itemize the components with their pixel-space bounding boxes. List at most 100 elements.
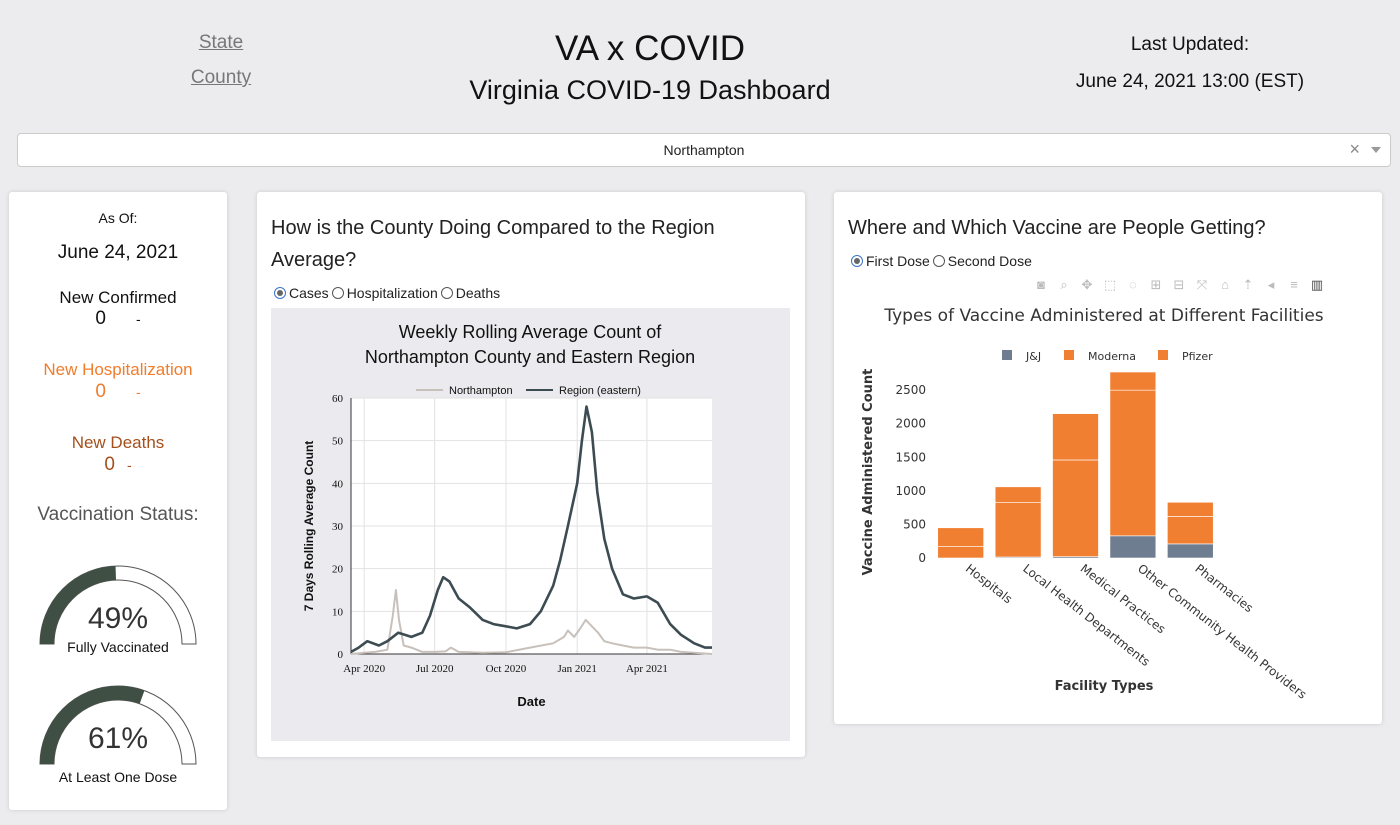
new-confirmed-values: 0- bbox=[9, 308, 227, 330]
y-tick-label: 1000 bbox=[895, 484, 926, 498]
vaccine-title: Where and Which Vaccine are People Getti… bbox=[848, 217, 1266, 239]
gauge-fill bbox=[40, 686, 145, 764]
trend-chart-area: Weekly Rolling Average Count of Northampt… bbox=[271, 308, 790, 741]
page-subtitle: Virginia COVID-19 Dashboard bbox=[469, 75, 831, 105]
autoscale-icon[interactable]: ⤧ bbox=[1196, 277, 1208, 292]
radio-cases[interactable]: Cases bbox=[274, 285, 329, 301]
hover-closest-icon[interactable]: ◂ bbox=[1267, 277, 1275, 292]
zoom-out-icon[interactable]: ⊟ bbox=[1173, 277, 1185, 292]
as-of-label: As Of: bbox=[98, 210, 138, 226]
x-tick-label: Jan 2021 bbox=[557, 663, 596, 675]
x-tick-label: Apr 2021 bbox=[626, 663, 668, 675]
pan-icon[interactable]: ✥ bbox=[1081, 277, 1093, 292]
radio-second-dose[interactable]: Second Dose bbox=[932, 253, 1032, 269]
bar-segment-pfizer bbox=[994, 486, 1042, 503]
series-line-region bbox=[350, 405, 712, 654]
x-tick-label: Apr 2020 bbox=[343, 663, 385, 675]
radio-second-dose-button[interactable] bbox=[932, 255, 945, 267]
county-link[interactable]: County bbox=[190, 67, 252, 88]
legend-label: Region (eastern) bbox=[559, 385, 641, 397]
new-deaths-values: 0- bbox=[9, 454, 227, 476]
bar-segment-moderna bbox=[1109, 389, 1157, 537]
y-tick-label: 60 bbox=[332, 393, 344, 405]
bar-segment-moderna bbox=[994, 502, 1042, 558]
county-dropdown[interactable]: Northampton × bbox=[17, 133, 1391, 167]
radio-second-dose-label: Second Dose bbox=[947, 253, 1032, 269]
one-dose-gauge: 61% bbox=[37, 684, 199, 765]
new-hospitalization-value: 0 bbox=[95, 381, 106, 402]
spike-icon[interactable]: ⇡ bbox=[1242, 277, 1254, 292]
lasso-icon[interactable]: ◌ bbox=[1129, 277, 1137, 292]
legend-swatch bbox=[1002, 350, 1012, 360]
home-icon[interactable]: ⌂ bbox=[1221, 277, 1229, 292]
plotly-logo-icon[interactable]: ▥ bbox=[1310, 277, 1324, 292]
gauge-arc-fully bbox=[39, 565, 197, 645]
new-confirmed-value: 0 bbox=[95, 308, 106, 329]
x-tick-label: Jul 2020 bbox=[416, 663, 454, 675]
gauge-arc-one-dose bbox=[39, 685, 197, 765]
new-confirmed-label: New Confirmed bbox=[59, 288, 177, 307]
page-title: VA x COVID bbox=[555, 29, 745, 68]
one-dose-caption: At Least One Dose bbox=[58, 769, 178, 785]
chart-title-line: Weekly Rolling Average Count of bbox=[399, 322, 662, 342]
stats-card: As Of: June 24, 2021 New Confirmed 0- Ne… bbox=[9, 192, 227, 810]
radio-deaths-button[interactable] bbox=[440, 287, 453, 299]
radio-first-dose-button[interactable] bbox=[851, 255, 863, 267]
legend-swatch bbox=[1158, 350, 1168, 360]
y-tick-label: 2000 bbox=[895, 417, 926, 431]
chart-modebar: ◙ ⌕ ✥ ⬚ ◌ ⊞ ⊟ ⤧ ⌂ ⇡ ◂ ≡ ▥ bbox=[1034, 278, 1333, 292]
new-deaths-change: - bbox=[126, 457, 132, 473]
y-tick-label: 500 bbox=[903, 517, 926, 531]
last-updated-label: Last Updated: bbox=[1130, 34, 1250, 55]
dose-radios: First Dose Second Dose bbox=[851, 253, 1035, 269]
vaccine-bar-chart[interactable]: Types of Vaccine Administered at Differe… bbox=[834, 300, 1382, 720]
y-tick-label: 20 bbox=[332, 564, 344, 576]
chart-title: Types of Vaccine Administered at Differe… bbox=[883, 306, 1323, 326]
bar-segment-pfizer bbox=[1052, 413, 1099, 461]
box-select-icon[interactable]: ⬚ bbox=[1103, 277, 1117, 292]
bar-segment-jj bbox=[1109, 535, 1157, 559]
as-of-date: June 24, 2021 bbox=[57, 242, 179, 263]
bar-segment-pfizer bbox=[1109, 371, 1157, 391]
bar-segment-moderna bbox=[1167, 516, 1214, 545]
vaccination-status-title: Vaccination Status: bbox=[37, 504, 199, 525]
bar-segment-pfizer bbox=[1167, 501, 1214, 517]
camera-icon[interactable]: ◙ bbox=[1037, 277, 1045, 292]
radio-cases-button[interactable] bbox=[274, 287, 286, 299]
series-line-northampton bbox=[350, 589, 713, 655]
radio-first-dose[interactable]: First Dose bbox=[851, 253, 930, 269]
legend-label: Northampton bbox=[449, 385, 513, 397]
nav-links: State County bbox=[185, 32, 257, 102]
new-deaths-value: 0 bbox=[104, 454, 115, 475]
title-block: VA x COVID Virginia COVID-19 Dashboard bbox=[450, 28, 850, 108]
radio-first-dose-label: First Dose bbox=[866, 253, 930, 269]
bar-segment-moderna bbox=[1052, 459, 1099, 557]
new-hospitalization-values: 0- bbox=[9, 381, 227, 403]
new-confirmed-change: - bbox=[135, 311, 141, 327]
radio-hospitalization[interactable]: Hospitalization bbox=[331, 285, 438, 301]
y-axis-title: Vaccine Administered Count bbox=[861, 369, 876, 576]
y-tick-label: 40 bbox=[332, 478, 344, 490]
zoom-in-icon[interactable]: ⊞ bbox=[1150, 277, 1162, 292]
radio-cases-label: Cases bbox=[289, 285, 329, 301]
radio-hospitalization-button[interactable] bbox=[331, 287, 344, 299]
county-dropdown-value: Northampton bbox=[663, 142, 745, 158]
state-link[interactable]: State bbox=[198, 32, 244, 53]
zoom-icon[interactable]: ⌕ bbox=[1060, 277, 1068, 292]
vaccine-card: Where and Which Vaccine are People Getti… bbox=[834, 192, 1382, 724]
trend-title-line1: How is the County Doing Compared to the … bbox=[271, 217, 715, 239]
last-updated-value: June 24, 2021 13:00 (EST) bbox=[1075, 71, 1305, 92]
legend-label: Pfizer bbox=[1182, 350, 1213, 363]
trend-title-line2: Average? bbox=[271, 249, 357, 271]
chevron-down-icon[interactable] bbox=[1371, 147, 1381, 153]
bar-segment-moderna bbox=[937, 546, 984, 559]
clear-icon[interactable]: × bbox=[1349, 139, 1360, 159]
y-tick-label: 30 bbox=[332, 521, 344, 533]
trend-line-chart[interactable]: Weekly Rolling Average Count of Northampt… bbox=[271, 308, 790, 741]
radio-deaths[interactable]: Deaths bbox=[440, 285, 501, 301]
hover-compare-icon[interactable]: ≡ bbox=[1290, 277, 1298, 292]
x-axis-title: Date bbox=[517, 694, 545, 709]
y-tick-label: 0 bbox=[338, 649, 344, 661]
radio-deaths-label: Deaths bbox=[455, 285, 501, 301]
legend-label: Moderna bbox=[1088, 350, 1136, 363]
